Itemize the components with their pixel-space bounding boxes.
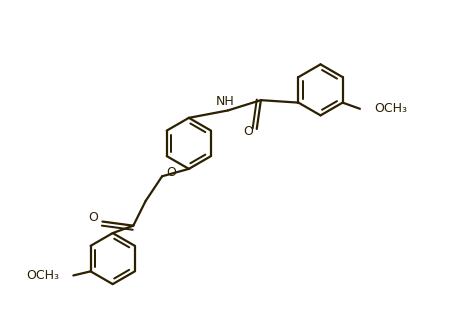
Text: NH: NH	[215, 95, 234, 108]
Text: O: O	[242, 124, 252, 137]
Text: OCH₃: OCH₃	[374, 102, 406, 115]
Text: O: O	[166, 166, 176, 179]
Text: OCH₃: OCH₃	[26, 269, 59, 282]
Text: O: O	[88, 211, 98, 224]
